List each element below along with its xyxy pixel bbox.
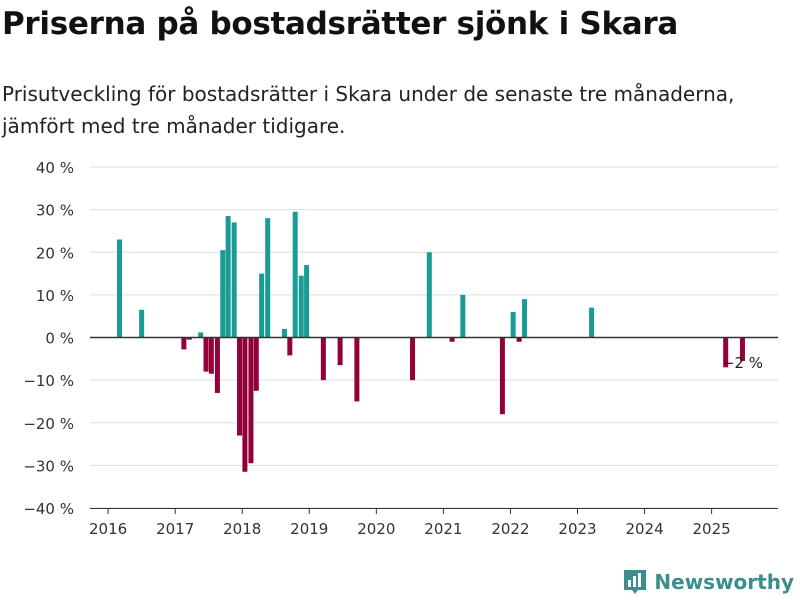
bar xyxy=(231,222,237,338)
chart-title: Priserna på bostadsrätter sjönk i Skara xyxy=(2,6,678,42)
y-tick-label: 40 % xyxy=(36,159,74,177)
bar xyxy=(203,337,209,372)
bar xyxy=(198,332,204,338)
y-tick-label: −30 % xyxy=(23,457,74,475)
bar xyxy=(460,294,466,338)
chart-subtitle: Prisutveckling för bostadsrätter i Skara… xyxy=(2,82,735,138)
bar xyxy=(410,337,416,381)
bar xyxy=(186,337,192,340)
y-tick-label: −10 % xyxy=(23,372,74,390)
y-tick-label: 20 % xyxy=(36,244,74,262)
bar xyxy=(589,307,595,338)
x-tick-label: 2023 xyxy=(558,520,596,538)
bar xyxy=(214,337,220,393)
x-tick-label: 2024 xyxy=(625,520,663,538)
brand-name: Newsworthy xyxy=(654,570,794,594)
bar xyxy=(510,311,516,338)
bar xyxy=(237,337,243,436)
bar xyxy=(281,328,287,338)
bar xyxy=(304,265,310,338)
y-tick-label: 10 % xyxy=(36,287,74,305)
bar xyxy=(354,337,360,402)
x-tick-label: 2021 xyxy=(424,520,462,538)
last-value-label: −2 % xyxy=(722,354,763,372)
newsworthy-logo: Newsworthy xyxy=(622,568,794,596)
x-tick-label: 2019 xyxy=(290,520,328,538)
bar xyxy=(225,216,231,338)
bar xyxy=(265,218,271,338)
bar xyxy=(139,309,145,338)
bar-chart: 40 %30 %20 %10 %0 %−10 %−20 %−30 %−40 % … xyxy=(23,159,778,538)
bar xyxy=(499,337,505,415)
bar xyxy=(739,337,745,361)
annotations: −2 % xyxy=(722,354,763,372)
y-tick-label: 30 % xyxy=(36,202,74,220)
bar xyxy=(522,299,528,338)
bar xyxy=(259,273,265,338)
newsworthy-logo-icon xyxy=(624,570,647,594)
x-tick-label: 2016 xyxy=(89,520,127,538)
x-tick-label: 2025 xyxy=(693,520,731,538)
x-tick-label: 2017 xyxy=(156,520,194,538)
bar xyxy=(320,337,326,381)
bar xyxy=(287,337,293,356)
bar xyxy=(723,337,729,368)
x-tick-label: 2020 xyxy=(357,520,395,538)
bar xyxy=(298,275,304,338)
bar xyxy=(242,337,248,472)
y-axis: 40 % 30 % 20 % 10 % 0 % −10 % −20 % −30 % −40 % xyxy=(23,159,74,518)
x-axis: 2016 2017 2018 2019 2020 2021 2022 2023 2024 2025 xyxy=(89,336,778,538)
bar xyxy=(248,337,254,464)
bar xyxy=(181,337,187,350)
bar xyxy=(117,239,122,338)
bar xyxy=(292,211,298,338)
y-tick-label: 0 % xyxy=(45,330,74,348)
x-tick-label: 2022 xyxy=(491,520,529,538)
y-tick-label: −20 % xyxy=(23,415,74,433)
bar xyxy=(426,252,432,338)
bar xyxy=(220,250,226,338)
bars xyxy=(117,211,745,472)
bar xyxy=(449,337,455,342)
x-tick-label: 2018 xyxy=(223,520,261,538)
y-tick-label: −40 % xyxy=(23,500,74,518)
bar xyxy=(208,337,214,374)
bar xyxy=(516,337,522,342)
bar xyxy=(337,337,343,366)
bar xyxy=(253,337,259,391)
